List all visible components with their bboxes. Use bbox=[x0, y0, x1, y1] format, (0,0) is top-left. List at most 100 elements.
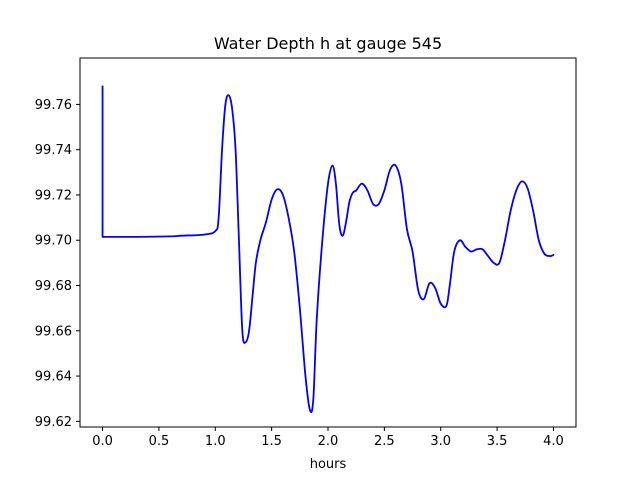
x-tick-label: 3.0 bbox=[430, 434, 451, 449]
data-point bbox=[515, 190, 517, 192]
y-axis-ticks: 99.62 99.64 99.66 99.68 99.70 99.72 99.74 99.76 bbox=[35, 98, 80, 430]
y-tick-label: 99.66 bbox=[35, 324, 72, 339]
data-point bbox=[245, 341, 247, 343]
data-point bbox=[327, 183, 329, 185]
data-point bbox=[446, 305, 448, 307]
data-point bbox=[203, 234, 205, 236]
data-point bbox=[434, 287, 436, 289]
data-point bbox=[271, 199, 273, 201]
y-tick-label: 99.70 bbox=[35, 234, 72, 249]
data-point bbox=[476, 248, 478, 250]
data-point bbox=[305, 375, 307, 377]
data-point bbox=[260, 239, 262, 241]
y-tick-label: 99.74 bbox=[35, 143, 72, 158]
data-point bbox=[214, 230, 216, 232]
data-point bbox=[470, 251, 472, 253]
data-point bbox=[544, 253, 546, 255]
data-point bbox=[255, 262, 257, 264]
data-point bbox=[288, 217, 290, 219]
data-point bbox=[282, 194, 284, 196]
data-point bbox=[322, 239, 324, 241]
chart-title: Water Depth h at gauge 545 bbox=[214, 34, 442, 53]
data-point bbox=[231, 108, 233, 110]
data-point bbox=[367, 190, 369, 192]
data-point bbox=[335, 183, 337, 185]
data-point bbox=[538, 239, 540, 241]
data-point bbox=[417, 289, 419, 291]
data-point bbox=[389, 169, 391, 171]
data-point bbox=[400, 183, 402, 185]
data-point bbox=[309, 409, 311, 411]
data-point bbox=[429, 282, 431, 284]
data-point bbox=[238, 239, 240, 241]
data-point bbox=[225, 104, 227, 106]
x-tick-label: 0.0 bbox=[92, 434, 113, 449]
data-point bbox=[510, 210, 512, 212]
data-point bbox=[406, 228, 408, 230]
data-point bbox=[487, 255, 489, 257]
data-point bbox=[423, 298, 425, 300]
data-point bbox=[372, 203, 374, 205]
x-axis-ticks: 0.0 0.5 1.0 1.5 2.0 2.5 3.0 3.5 4.0 bbox=[92, 427, 564, 449]
x-tick-label: 2.0 bbox=[318, 434, 339, 449]
data-point bbox=[355, 190, 357, 192]
water-depth-line bbox=[101, 85, 555, 413]
data-point bbox=[384, 190, 386, 192]
data-point bbox=[361, 183, 363, 185]
data-point bbox=[248, 330, 250, 332]
data-point bbox=[293, 251, 295, 253]
data-point bbox=[332, 165, 334, 167]
data-point bbox=[440, 303, 442, 305]
data-point bbox=[345, 221, 347, 223]
y-tick-label: 99.64 bbox=[35, 370, 72, 385]
data-point bbox=[252, 296, 254, 298]
data-point bbox=[102, 236, 104, 238]
data-point bbox=[499, 262, 501, 264]
data-point bbox=[242, 330, 244, 332]
data-point bbox=[532, 210, 534, 212]
data-point bbox=[349, 201, 351, 203]
data-point bbox=[449, 285, 451, 287]
x-tick-label: 1.5 bbox=[261, 434, 282, 449]
x-tick-label: 3.5 bbox=[487, 434, 508, 449]
data-point bbox=[395, 165, 397, 167]
data-point bbox=[465, 246, 467, 248]
data-point bbox=[549, 255, 551, 257]
y-tick-label: 99.76 bbox=[35, 98, 72, 113]
x-tick-label: 1.0 bbox=[205, 434, 226, 449]
data-point bbox=[504, 239, 506, 241]
data-point bbox=[459, 239, 461, 241]
y-tick-label: 99.68 bbox=[35, 279, 72, 294]
data-point bbox=[228, 95, 230, 97]
data-point bbox=[181, 235, 183, 237]
data-point bbox=[453, 251, 455, 253]
data-point bbox=[553, 254, 555, 256]
data-point bbox=[299, 307, 301, 309]
data-point bbox=[521, 181, 523, 183]
data-point bbox=[316, 319, 318, 321]
x-tick-label: 4.0 bbox=[543, 434, 564, 449]
data-point bbox=[265, 221, 267, 223]
x-axis-label: hours bbox=[310, 457, 347, 472]
y-tick-label: 99.62 bbox=[35, 415, 72, 430]
data-point bbox=[235, 149, 237, 151]
x-tick-label: 2.5 bbox=[374, 434, 395, 449]
data-point bbox=[338, 224, 340, 226]
data-point bbox=[218, 217, 220, 219]
data-point bbox=[169, 236, 171, 238]
data-point bbox=[221, 149, 223, 151]
x-tick-label: 0.5 bbox=[149, 434, 170, 449]
data-point bbox=[136, 236, 138, 238]
data-point bbox=[352, 192, 354, 194]
data-point bbox=[102, 86, 104, 88]
data-point bbox=[412, 251, 414, 253]
plot-area-frame bbox=[79, 57, 577, 428]
data-point bbox=[276, 189, 278, 191]
data-point bbox=[313, 398, 315, 400]
data-point bbox=[527, 187, 529, 189]
data-point bbox=[378, 203, 380, 205]
data-point bbox=[493, 262, 495, 264]
